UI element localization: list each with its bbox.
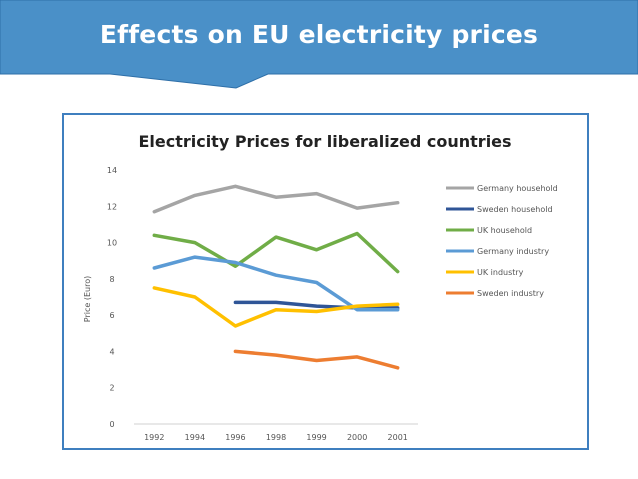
slide-title: Effects on EU electricity prices — [99, 20, 539, 49]
legend-label: Sweden industry — [477, 289, 544, 298]
x-tick-label: 1992 — [144, 433, 164, 442]
x-tick-label: 2000 — [347, 433, 367, 442]
x-tick-label: 2001 — [388, 433, 408, 442]
y-tick-label: 6 — [109, 311, 114, 320]
x-tick-label: 1994 — [185, 433, 205, 442]
y-tick-label: 0 — [109, 420, 114, 429]
series-line — [233, 300, 400, 310]
legend-label: UK household — [477, 226, 532, 235]
legend-label: UK industry — [477, 268, 524, 277]
x-tick-label: 1999 — [306, 433, 326, 442]
y-tick-label: 2 — [109, 384, 114, 393]
x-tick-label: 1998 — [266, 433, 286, 442]
legend-label: Germany household — [477, 184, 558, 193]
y-tick-label: 8 — [109, 275, 114, 284]
x-tick-label: 1996 — [225, 433, 245, 442]
series-line — [152, 255, 400, 312]
y-tick-label: 4 — [109, 347, 114, 356]
series-line — [152, 286, 400, 328]
series-line — [233, 349, 400, 370]
legend-label: Germany industry — [477, 247, 549, 256]
title-banner: Effects on EU electricity prices — [0, 0, 638, 89]
y-axis-label: Price (Euro) — [83, 276, 92, 322]
series-line — [152, 184, 400, 214]
legend-label: Sweden household — [477, 205, 553, 214]
y-tick-label: 14 — [107, 166, 117, 175]
y-tick-label: 10 — [107, 239, 117, 248]
chart-frame: Electricity Prices for liberalized count… — [62, 113, 589, 450]
y-tick-label: 12 — [107, 202, 117, 211]
chart-title: Electricity Prices for liberalized count… — [138, 132, 511, 151]
series-line — [152, 231, 400, 274]
line-chart: Electricity Prices for liberalized count… — [83, 132, 558, 442]
banner-shape — [0, 0, 638, 89]
